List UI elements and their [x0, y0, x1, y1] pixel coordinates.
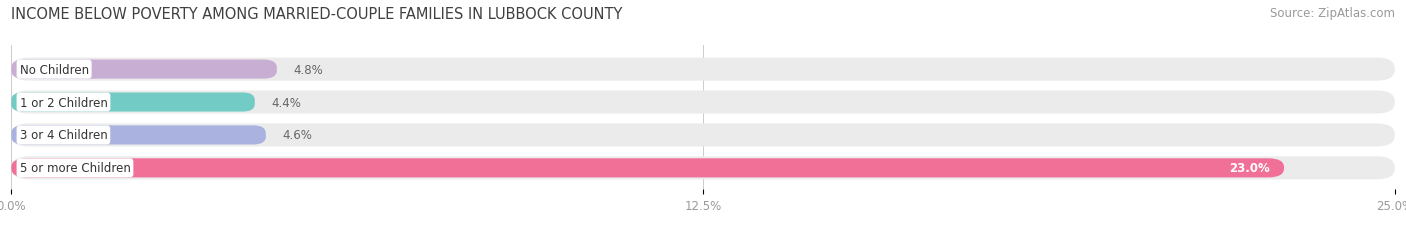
FancyBboxPatch shape — [11, 60, 277, 79]
Text: 23.0%: 23.0% — [1229, 162, 1270, 175]
FancyBboxPatch shape — [11, 157, 1395, 179]
Text: INCOME BELOW POVERTY AMONG MARRIED-COUPLE FAMILIES IN LUBBOCK COUNTY: INCOME BELOW POVERTY AMONG MARRIED-COUPL… — [11, 7, 623, 22]
FancyBboxPatch shape — [11, 159, 1284, 178]
Text: 4.6%: 4.6% — [283, 129, 312, 142]
Text: 4.4%: 4.4% — [271, 96, 301, 109]
Text: 5 or more Children: 5 or more Children — [20, 162, 131, 175]
FancyBboxPatch shape — [11, 91, 1395, 114]
FancyBboxPatch shape — [11, 58, 1395, 81]
FancyBboxPatch shape — [11, 93, 254, 112]
FancyBboxPatch shape — [11, 124, 1395, 147]
Text: No Children: No Children — [20, 63, 89, 76]
Text: 3 or 4 Children: 3 or 4 Children — [20, 129, 107, 142]
Text: 4.8%: 4.8% — [294, 63, 323, 76]
FancyBboxPatch shape — [11, 126, 266, 145]
Text: 1 or 2 Children: 1 or 2 Children — [20, 96, 107, 109]
Text: Source: ZipAtlas.com: Source: ZipAtlas.com — [1270, 7, 1395, 20]
